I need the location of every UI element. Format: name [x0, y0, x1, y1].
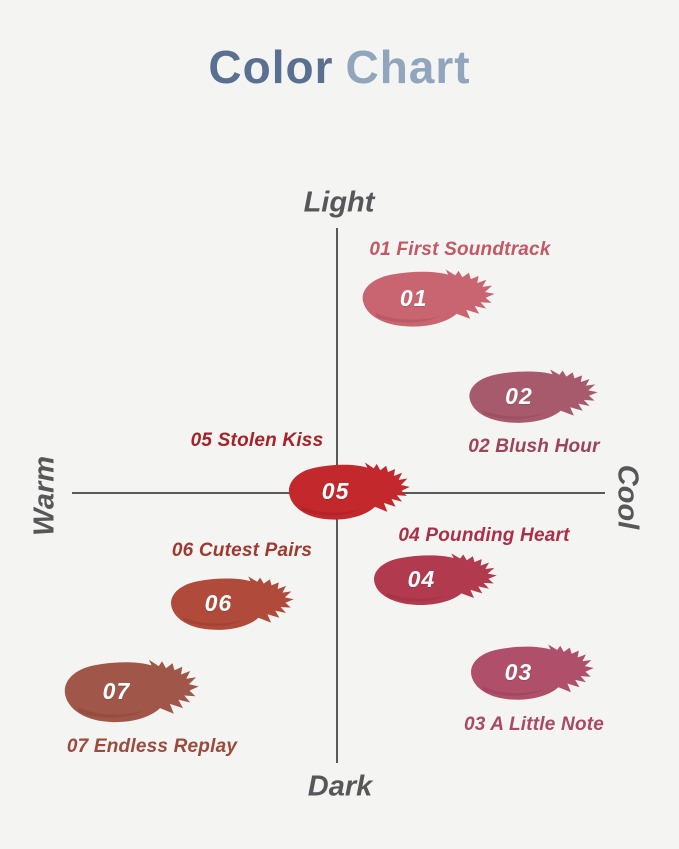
page-title: Color Chart [0, 40, 679, 94]
swatch-number: 05 [321, 477, 350, 504]
swatch-label-02: 02 Blush Hour [468, 436, 600, 457]
lipstick-smear-icon [471, 644, 594, 700]
swatch-label-03: 03 A Little Note [463, 714, 605, 735]
title-word-2: Chart [345, 41, 471, 93]
lipstick-smear-icon [469, 369, 598, 423]
swatch-05: 05 [281, 460, 411, 524]
swatch-07: 07 [56, 657, 200, 727]
axis-label-light: Light [303, 186, 375, 219]
lipstick-smear-icon [362, 269, 495, 327]
swatch-06: 06 [163, 574, 295, 634]
swatch-01: 01 [354, 267, 496, 331]
swatch-label-01: 01 First Soundtrack [369, 239, 551, 260]
lipstick-smear-icon [64, 659, 199, 723]
swatch-number: 04 [407, 565, 436, 592]
swatch-label-04: 04 Pounding Heart [398, 525, 570, 546]
axis-label-dark: Dark [307, 770, 373, 803]
swatch-label-07: 07 Endless Replay [66, 736, 238, 757]
swatch-number: 06 [204, 589, 233, 616]
lipstick-smear-icon [288, 462, 410, 520]
swatch-number: 03 [504, 658, 533, 685]
title-word-1: Color [208, 41, 334, 93]
swatch-03: 03 [463, 642, 595, 704]
swatch-number: 01 [399, 284, 428, 311]
swatch-label-05: 05 Stolen Kiss [190, 430, 324, 451]
swatch-label-06: 06 Cutest Pairs [171, 540, 313, 561]
swatch-number: 02 [505, 382, 533, 409]
swatch-04: 04 [366, 551, 498, 609]
swatch-number: 07 [102, 677, 131, 704]
swatch-02: 02 [461, 367, 599, 427]
lipstick-smear-icon [171, 576, 294, 630]
lipstick-smear-icon [374, 553, 497, 605]
